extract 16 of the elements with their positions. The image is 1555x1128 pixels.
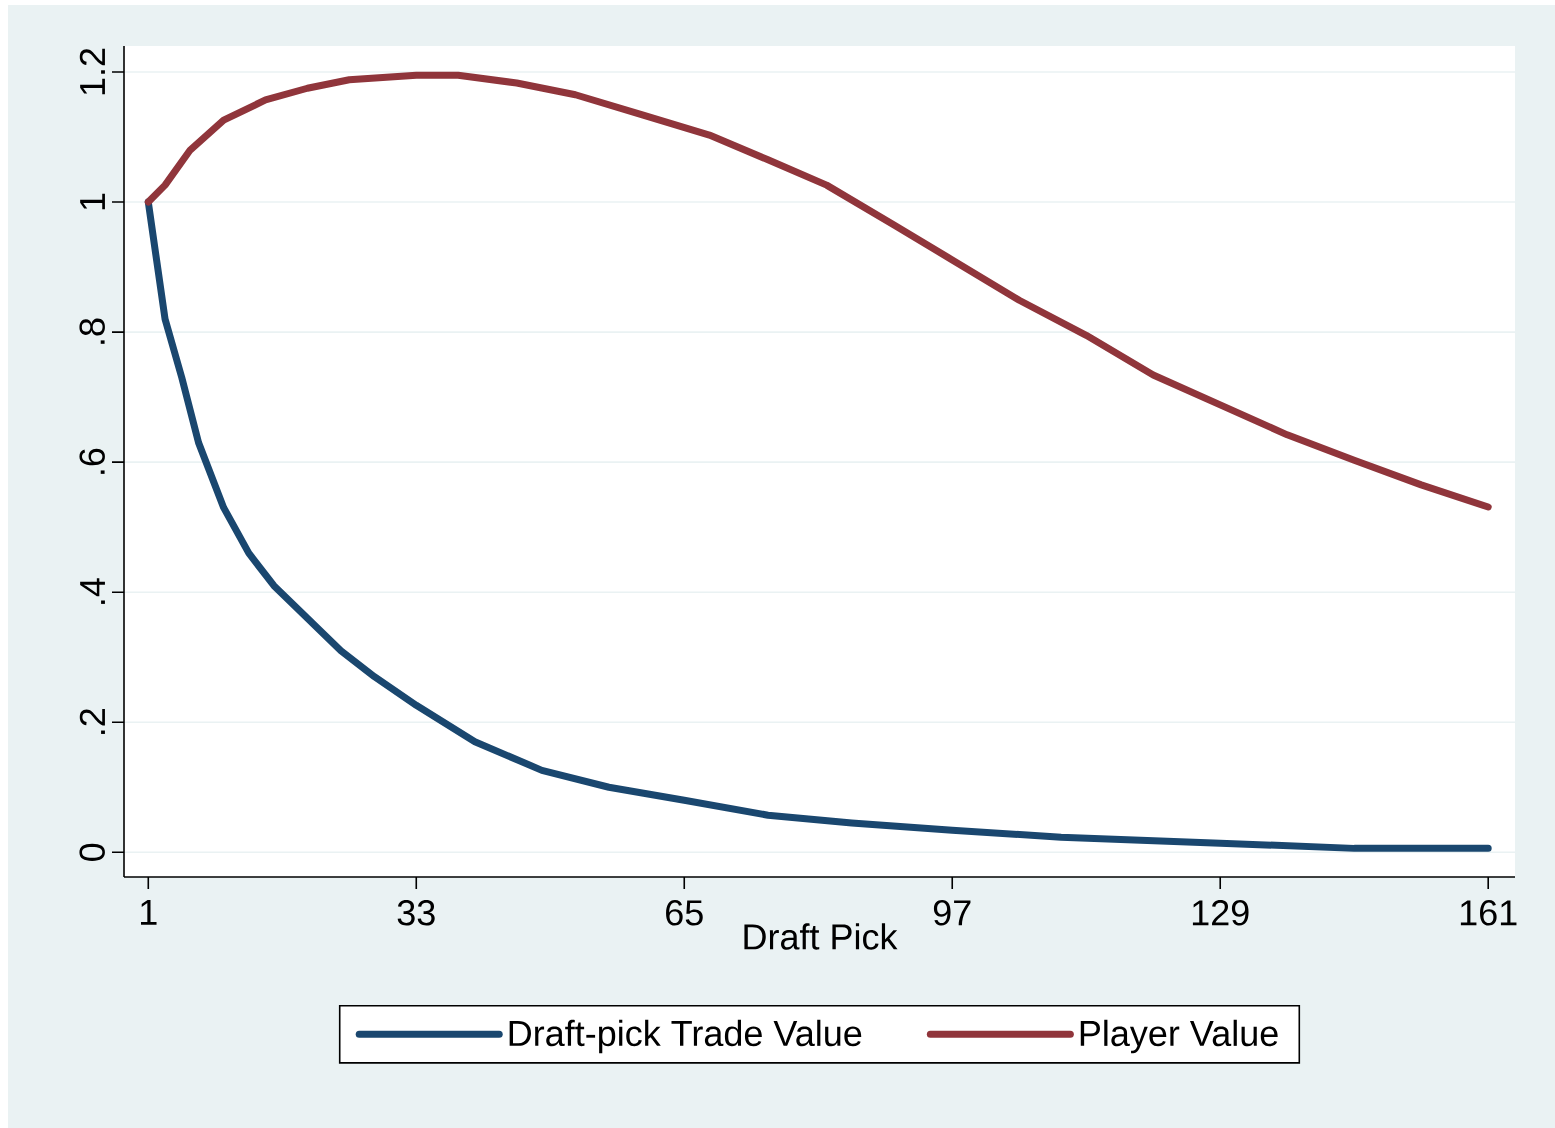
y-tick-label: .8	[79, 318, 105, 344]
y-tick-label: .6	[79, 448, 105, 474]
y-tick-label: 1.2	[79, 48, 105, 95]
y-tick-label: 0	[79, 843, 105, 861]
x-tick-label: 129	[1192, 900, 1249, 926]
x-tick-label: 1	[141, 900, 157, 925]
legend-label: Player Value	[1080, 1019, 1278, 1054]
x-tick-label: 33	[397, 900, 435, 926]
y-tick-label: .4	[80, 578, 105, 604]
x-tick-label: 97	[933, 900, 971, 926]
x-tick-label: 161	[1460, 900, 1517, 926]
legend-label: Draft-pick Trade Value	[509, 1019, 862, 1054]
y-tick-label: 1	[80, 193, 105, 210]
x-tick-label: 65	[666, 900, 703, 926]
y-tick-label: .2	[79, 709, 105, 734]
x-axis-title: Draft Pick	[744, 923, 898, 950]
